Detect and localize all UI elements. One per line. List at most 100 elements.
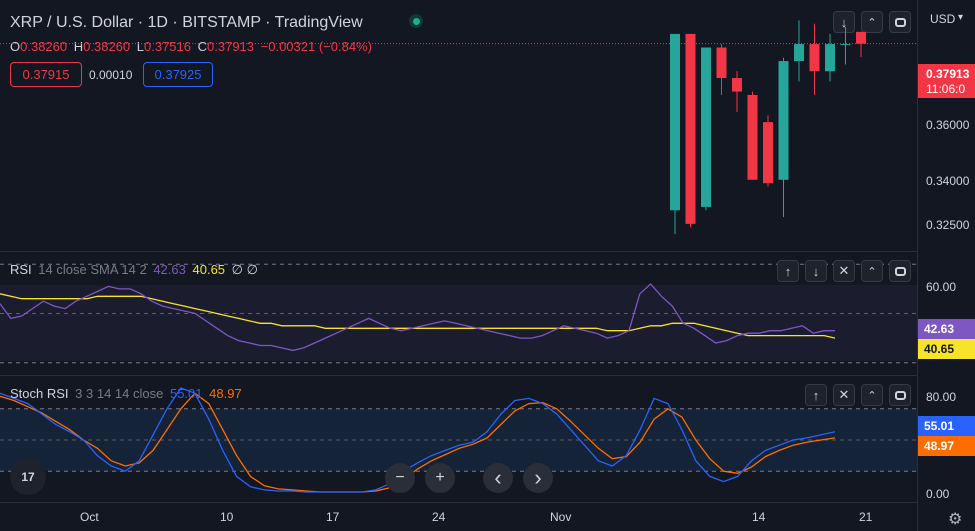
stoch-maximize-button[interactable] [889,384,911,406]
currency-label[interactable]: USD [930,12,956,26]
candle-body [809,44,820,72]
symbol-title[interactable]: XRP / U.S. Dollar · 1D · BITSTAMP · Trad… [10,14,363,31]
rsi-move-up-button[interactable]: ↑ [777,260,799,282]
low-value: 0.37516 [144,39,191,54]
sell-button[interactable]: 0.37915 [10,62,82,87]
time-label: 10 [220,510,234,524]
candle-body [732,78,742,92]
zoom-out-button[interactable]: − [385,463,415,493]
rsi-legend[interactable]: RSI 14 close SMA 14 2 42.63 40.65 ∅ ∅ [10,262,258,278]
stoch-axis-top: 80.00 [926,390,957,404]
stoch-params: 3 3 14 14 close [75,386,164,401]
rsi-collapse-button[interactable]: ⌃ [861,260,883,282]
high-value: 0.38260 [83,39,131,54]
stoch-k-value: 55.01 [169,386,203,401]
rsi-value: 42.63 [153,262,186,277]
pane-divider-stoch[interactable] [0,375,917,376]
tradingview-logo-icon: 17 [21,470,35,484]
arrow-down-icon: ↓ [840,14,848,30]
buy-price: 0.37925 [154,67,202,82]
chart-canvas[interactable] [0,0,917,510]
settings-gear-icon[interactable]: ⚙ [948,511,963,528]
stoch-move-up-button[interactable]: ↑ [805,384,827,406]
move-pane-down-button[interactable]: ↓ [833,11,855,33]
buy-button[interactable]: 0.37925 [143,62,213,87]
collapse-icon: ⌃ [867,265,877,278]
stoch-title: Stoch RSI [10,386,69,401]
scroll-right-button[interactable]: › [523,463,553,493]
arrow-up-icon: ↑ [812,387,820,403]
close-icon: ✕ [838,263,850,278]
stoch-axis-bottom: 0.00 [926,487,950,501]
stoch-d-line [0,392,836,493]
candle-body [747,94,758,180]
high-label: H [73,39,84,54]
candle-body [701,47,711,207]
time-label: 14 [752,510,766,524]
currency-dropdown-icon: ▾ [958,12,964,23]
candle-body [778,61,789,180]
time-label: Nov [550,510,572,524]
candle-body [763,122,773,184]
current-price-tag: 0.37913 11:06:0 [918,64,975,98]
collapse-icon: ⌃ [867,16,877,29]
current-price-value: 0.37913 [926,67,970,81]
pane-divider-rsi[interactable] [0,251,917,252]
rsi-sma-value: 40.65 [192,262,226,277]
tradingview-logo[interactable]: 17 [10,459,46,495]
rsi-band [0,285,917,361]
candle-body [840,44,851,46]
maximize-pane-button[interactable] [889,11,911,33]
sell-price: 0.37915 [22,67,70,82]
chevron-right-icon: › [534,465,542,490]
rsi-title: RSI [10,262,32,277]
rsi-sma-tag: 40.65 [918,339,975,359]
price-label-3: 0.32500 [926,218,970,232]
maximize-icon [894,17,906,27]
close-label: C [197,39,208,54]
price-label-1: 0.36000 [926,118,970,132]
stoch-d-tag: 48.97 [918,436,975,456]
rsi-close-button[interactable]: ✕ [833,260,855,282]
scroll-left-button[interactable]: ‹ [483,463,513,493]
stoch-collapse-button[interactable]: ⌃ [861,384,883,406]
candle-body [716,47,727,79]
change-value: −0.00321 (−0.84%) [260,39,372,54]
open-label: O [10,39,21,54]
candle-body [856,31,866,44]
price-label-2: 0.34000 [926,174,970,188]
spread-value: 0.00010 [89,68,133,82]
rsi-sma-line [0,293,836,339]
stoch-close-button[interactable]: ✕ [833,384,855,406]
arrow-up-icon: ↑ [784,263,792,279]
stoch-legend[interactable]: Stoch RSI 3 3 14 14 close 55.01 48.97 [10,386,242,401]
rsi-extra: ∅ ∅ [231,262,258,277]
ohlc-row: O0.38260 H0.38260 L0.37516 C0.37913 −0.0… [10,39,372,54]
zoom-in-button[interactable]: + [425,463,455,493]
time-axis-border [0,502,917,503]
collapse-icon: ⌃ [867,389,877,402]
countdown-value: 11:06:0 [926,82,966,96]
rsi-move-down-button[interactable]: ↓ [805,260,827,282]
minus-icon: − [395,469,405,486]
collapse-pane-button[interactable]: ⌃ [861,11,883,33]
time-label: 21 [859,510,873,524]
time-label: Oct [80,510,99,524]
close-value: 0.37913 [207,39,255,54]
chevron-left-icon: ‹ [494,465,502,490]
time-label: 17 [326,510,340,524]
maximize-icon [894,390,906,400]
open-value: 0.38260 [20,39,68,54]
candle-body [794,44,804,62]
market-status-icon[interactable] [409,14,423,28]
stoch-k-line [0,387,836,493]
arrow-down-icon: ↓ [812,263,820,279]
rsi-params: 14 close SMA 14 2 [38,262,147,277]
time-label: 24 [432,510,446,524]
stoch-k-tag: 55.01 [918,416,975,436]
rsi-maximize-button[interactable] [889,260,911,282]
candle-body [685,33,696,224]
rsi-axis-label: 60.00 [926,280,957,294]
close-icon: ✕ [838,387,850,402]
candle-body [825,44,835,72]
